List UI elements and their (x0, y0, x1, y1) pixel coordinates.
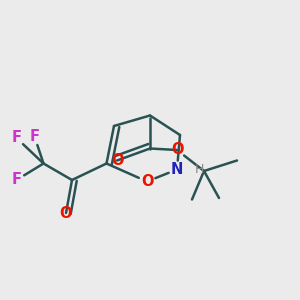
Text: F: F (11, 130, 22, 146)
Text: H: H (195, 163, 204, 176)
Text: O: O (171, 142, 183, 158)
Text: F: F (29, 129, 40, 144)
Text: N: N (171, 162, 183, 177)
Text: F: F (11, 172, 22, 188)
Text: O: O (60, 206, 72, 220)
Text: O: O (111, 153, 123, 168)
Text: O: O (141, 174, 153, 189)
